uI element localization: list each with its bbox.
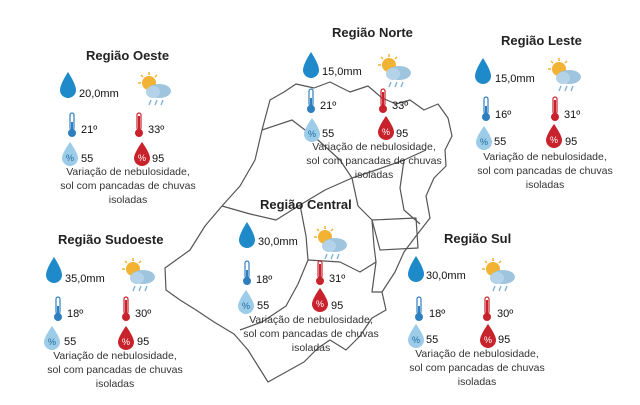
- tmin-value: 21º: [81, 124, 98, 136]
- distrito-federal: [371, 217, 419, 251]
- tmax-value: 33º: [392, 100, 409, 112]
- region-title: Região Sul: [444, 231, 512, 246]
- svg-text:%: %: [308, 129, 316, 139]
- thermometer-max-icon: [483, 296, 491, 321]
- humidity-max-icon: %: [480, 324, 496, 348]
- region-title: Região Norte: [332, 25, 413, 40]
- svg-text:%: %: [382, 127, 390, 137]
- tmax-value: 30º: [497, 308, 514, 320]
- forecast-description: Variação de nebulosidade, sol com pancad…: [409, 348, 545, 388]
- raindrop-icon: [303, 52, 319, 78]
- svg-text:%: %: [412, 335, 420, 345]
- humidity-min-icon: %: [476, 126, 492, 150]
- border-sul: [307, 259, 377, 273]
- tmax-value: 30º: [135, 308, 152, 320]
- tmax-value: 31º: [564, 109, 581, 121]
- thermometer-min-icon: [482, 96, 490, 121]
- hmax-value: 95: [137, 336, 150, 348]
- sun-cloud-rain-icon: [548, 58, 581, 92]
- region-title: Região Sudoeste: [58, 232, 164, 247]
- raindrop-icon: [408, 256, 424, 282]
- region-title: Região Oeste: [86, 48, 170, 63]
- humidity-min-icon: %: [62, 142, 78, 166]
- tmin-value: 16º: [495, 109, 512, 121]
- border-oeste: [221, 177, 353, 221]
- humidity-min-icon: %: [408, 324, 424, 348]
- svg-text:%: %: [48, 337, 56, 347]
- humidity-min-icon: %: [238, 290, 254, 314]
- hmax-value: 95: [331, 300, 344, 312]
- raindrop-icon: [46, 257, 62, 283]
- thermometer-min-icon: [68, 112, 76, 137]
- border-norte: [261, 119, 427, 179]
- forecast-description: Variação de nebulosidade, sol com pancad…: [60, 166, 196, 206]
- svg-text:%: %: [316, 299, 324, 309]
- sun-cloud-rain-icon: [482, 258, 515, 292]
- tmax-value: 31º: [329, 273, 346, 285]
- forecast-description: Variação de nebulosidade, sol com pancad…: [477, 151, 613, 191]
- tmax-value: 33º: [148, 124, 165, 136]
- hmin-value: 55: [322, 128, 335, 140]
- sun-cloud-rain-icon: [378, 54, 411, 88]
- precip-value: 30,0mm: [426, 270, 466, 282]
- thermometer-min-icon: [243, 260, 251, 285]
- precip-value: 30,0mm: [258, 236, 298, 248]
- tmin-value: 18º: [256, 274, 273, 286]
- hmin-value: 55: [257, 300, 270, 312]
- hmin-value: 55: [81, 153, 94, 165]
- precip-value: 20,0mm: [79, 88, 119, 100]
- svg-text:%: %: [122, 337, 130, 347]
- border-leste: [399, 159, 421, 225]
- svg-text:%: %: [484, 335, 492, 345]
- precip-value: 15,0mm: [322, 66, 362, 78]
- raindrop-icon: [475, 58, 491, 84]
- svg-text:%: %: [66, 153, 74, 163]
- thermometer-min-icon: [307, 88, 315, 113]
- hmax-value: 95: [396, 128, 409, 140]
- thermometer-max-icon: [379, 88, 387, 113]
- svg-text:%: %: [138, 153, 146, 163]
- hmax-value: 95: [565, 136, 578, 148]
- thermometer-min-icon: [415, 296, 423, 321]
- humidity-min-icon: %: [304, 118, 320, 142]
- svg-text:%: %: [480, 137, 488, 147]
- humidity-max-icon: %: [134, 142, 150, 166]
- humidity-max-icon: %: [546, 124, 562, 148]
- border-central: [239, 204, 309, 331]
- thermometer-min-icon: [54, 296, 62, 321]
- border-central-east: [351, 177, 382, 293]
- svg-text:%: %: [242, 301, 250, 311]
- humidity-max-icon: %: [378, 116, 394, 140]
- hmin-value: 55: [494, 136, 507, 148]
- humidity-max-icon: %: [312, 288, 328, 312]
- hmax-value: 95: [152, 153, 165, 165]
- svg-text:%: %: [550, 135, 558, 145]
- thermometer-max-icon: [135, 112, 143, 137]
- raindrop-icon: [60, 72, 76, 98]
- precip-value: 35,0mm: [65, 273, 105, 285]
- forecast-description: Variação de nebulosidade, sol com pancad…: [306, 141, 442, 181]
- raindrop-icon: [239, 222, 255, 248]
- tmin-value: 21º: [320, 100, 337, 112]
- forecast-description: Variação de nebulosidade, sol com pancad…: [243, 314, 379, 354]
- sun-cloud-rain-icon: [138, 72, 171, 106]
- sun-cloud-rain-icon: [314, 226, 347, 260]
- hmax-value: 95: [498, 334, 511, 346]
- tmin-value: 18º: [429, 308, 446, 320]
- humidity-max-icon: %: [118, 326, 134, 350]
- precip-value: 15,0mm: [495, 73, 535, 85]
- forecast-description: Variação de nebulosidade, sol com pancad…: [47, 350, 183, 390]
- hmin-value: 55: [64, 336, 77, 348]
- thermometer-max-icon: [316, 260, 324, 285]
- region-title: Região Central: [260, 197, 352, 212]
- thermometer-max-icon: [551, 96, 559, 121]
- tmin-value: 18º: [67, 308, 84, 320]
- hmin-value: 55: [426, 334, 439, 346]
- sun-cloud-rain-icon: [122, 258, 155, 292]
- thermometer-max-icon: [122, 296, 130, 321]
- state-outline: [164, 81, 453, 383]
- humidity-min-icon: %: [44, 326, 60, 350]
- region-title: Região Leste: [501, 33, 582, 48]
